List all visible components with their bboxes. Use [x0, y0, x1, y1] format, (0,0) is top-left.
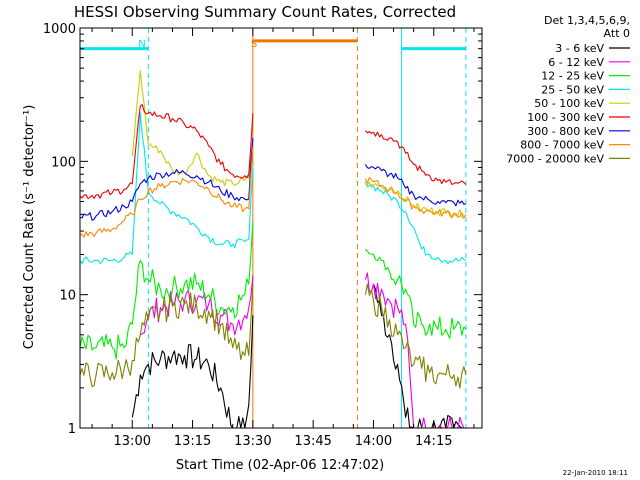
legend-label-1: 6 - 12 keV — [548, 56, 604, 69]
series-line-3 — [79, 112, 467, 265]
series-line-5 — [79, 104, 467, 200]
legend-label-5: 100 - 300 keV — [527, 111, 604, 124]
legend-label-4: 50 - 100 keV — [534, 97, 604, 110]
y-tick-label-3: 1000 — [43, 22, 76, 37]
y-tick-label-0: 1 — [68, 422, 76, 437]
x-tick-label-1: 13:15 — [174, 434, 211, 449]
y-tick-label-1: 10 — [59, 289, 76, 304]
plot-frame — [79, 27, 483, 429]
chart-title: HESSI Observing Summary Count Rates, Cor… — [74, 3, 456, 21]
legend-label-3: 25 - 50 keV — [541, 83, 604, 96]
legend-label-2: 12 - 25 keV — [541, 70, 604, 83]
series-line-4 — [131, 69, 467, 219]
footer-timestamp: 22-Jan-2010 18:11 — [563, 469, 628, 477]
series-line-1 — [140, 272, 466, 429]
legend-label-6: 300 - 800 keV — [527, 125, 604, 138]
series-line-0 — [131, 283, 466, 429]
axes: 1 10 100 1000 13:00 13:15 13:30 13:45 14:00 14:15 — [43, 22, 483, 449]
x-tick-label-4: 14:00 — [355, 434, 392, 449]
series-line-2 — [79, 222, 467, 360]
x-tick-label-0: 13:00 — [114, 434, 151, 449]
x-axis-label: Start Time (02-Apr-06 12:47:02) — [176, 458, 384, 473]
series-line-7 — [79, 146, 467, 238]
x-tick-label-3: 13:45 — [294, 434, 331, 449]
legend-title-line-0: Det 1,3,4,5,6,9, — [544, 14, 630, 27]
legend-label-0: 3 - 6 keV — [555, 42, 604, 55]
annotation-1: S — [251, 39, 257, 50]
series-line-6 — [79, 137, 467, 221]
legend-label-7: 800 - 7000 keV — [520, 139, 604, 152]
x-tick-label-5: 14:15 — [415, 434, 452, 449]
annotation-0: N — [138, 39, 145, 50]
legend-title-line-1: Att 0 — [604, 27, 630, 40]
legend-label-8: 7000 - 20000 keV — [506, 152, 604, 165]
x-tick-label-2: 13:30 — [234, 434, 271, 449]
series-line-8 — [79, 283, 467, 389]
y-axis-label: Corrected Count Rate (s⁻¹ detector⁻¹) — [22, 105, 37, 350]
y-tick-label-2: 100 — [51, 155, 76, 170]
